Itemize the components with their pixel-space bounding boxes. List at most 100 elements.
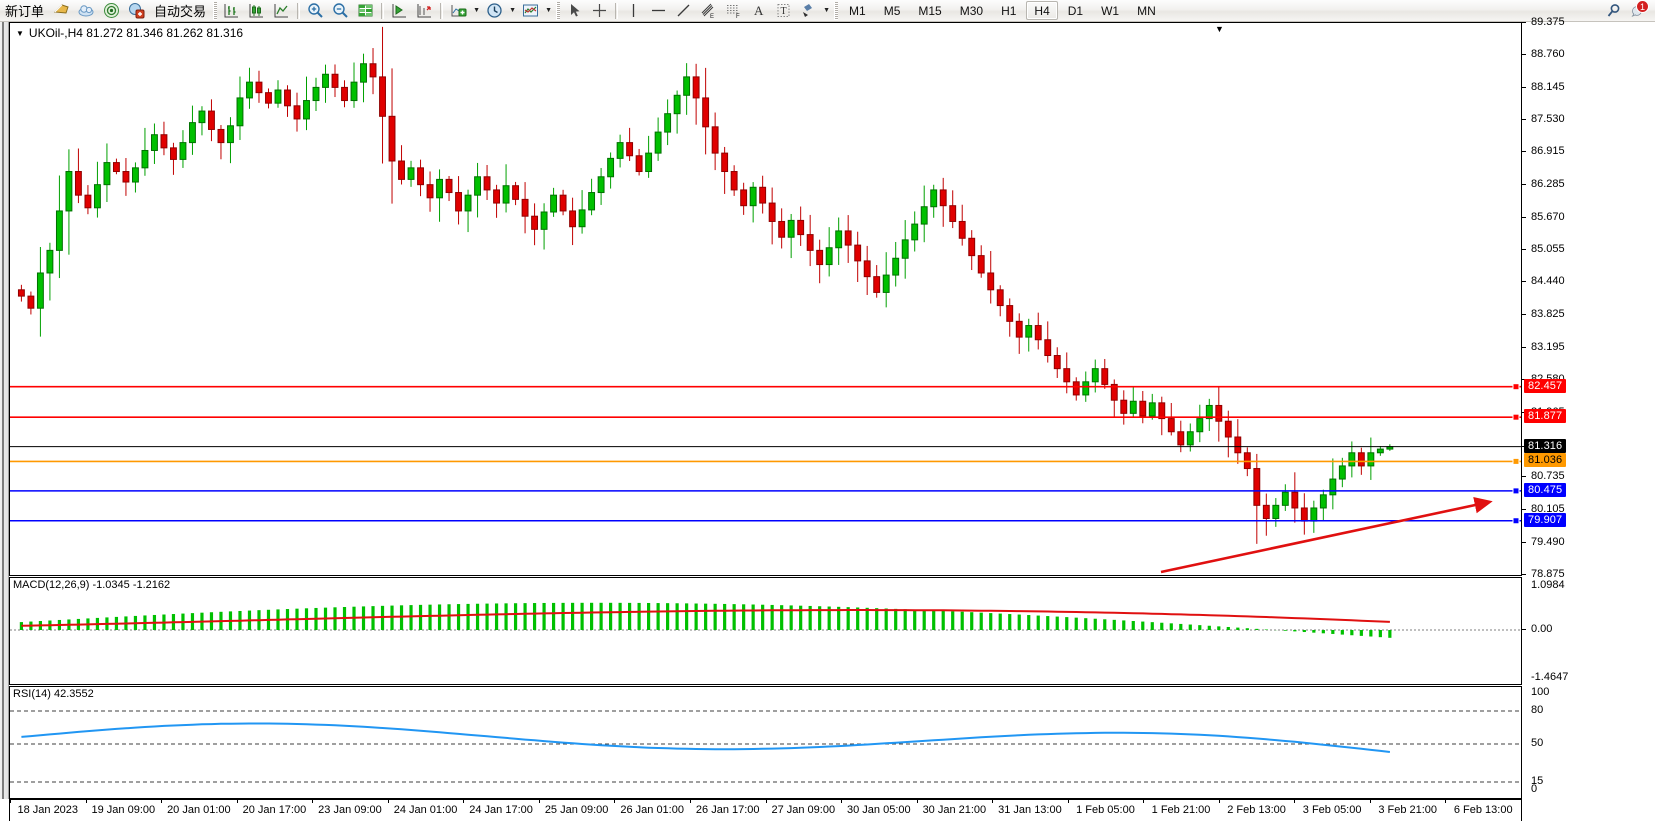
equidistant-channel-icon[interactable]: E (697, 1, 720, 21)
rsi-tick: 15 (1531, 775, 1544, 787)
macd-pane[interactable]: MACD(12,26,9) -1.0345 -1.2162 (9, 577, 1522, 685)
candle-body (179, 142, 187, 160)
level-handle-support-2[interactable] (1512, 517, 1520, 525)
time-tick-mark (765, 799, 767, 803)
macd-tick: 1.0984 (1531, 579, 1565, 591)
price-tick: 80.105 (1522, 503, 1565, 515)
toolbar-grip[interactable] (556, 1, 561, 20)
chart-shift-icon[interactable] (388, 1, 411, 21)
candle-body (312, 86, 320, 102)
time-tick-label: 6 Feb 13:00 (1453, 804, 1513, 816)
periods-icon[interactable] (483, 1, 506, 21)
candle-body (692, 76, 700, 99)
cloud-icon[interactable] (75, 1, 98, 21)
timeframe-d1[interactable]: D1 (1067, 3, 1084, 18)
candle-body (189, 122, 196, 144)
rsi-indicator-label: RSI(14) 42.3552 (13, 688, 94, 700)
price-label-support-1[interactable]: 80.475 (1524, 482, 1567, 497)
cursor-icon[interactable] (563, 1, 586, 21)
chart-menu-caret-icon[interactable]: ▼ (16, 28, 24, 38)
zoom-out-icon[interactable] (329, 1, 352, 21)
candle-body (236, 97, 244, 127)
crosshair-icon[interactable] (588, 1, 611, 21)
indicators-icon[interactable] (447, 1, 470, 21)
timeframe-m30[interactable]: M30 (959, 3, 984, 18)
templates-dropdown-arrow[interactable]: ▼ (545, 7, 552, 14)
fibonacci-icon[interactable]: F (722, 1, 745, 21)
candle-body (1319, 494, 1327, 509)
time-tick-mark (463, 799, 465, 803)
candle-body (806, 234, 814, 251)
timeframe-h4[interactable]: H4 (1026, 1, 1058, 20)
bar-chart-icon[interactable] (220, 1, 243, 21)
candle-body (36, 272, 44, 309)
templates-icon[interactable] (519, 1, 542, 21)
level-handle-entry-level[interactable] (1512, 457, 1520, 465)
trend-line-icon[interactable] (672, 1, 695, 21)
price-label-resistance-2[interactable]: 82.457 (1524, 378, 1567, 393)
level-handle-support-1[interactable] (1512, 487, 1520, 495)
auto-scroll-icon[interactable] (413, 1, 436, 21)
candle-body (1053, 355, 1061, 370)
autotrading-button[interactable]: 自动交易 (154, 4, 207, 19)
alerts-icon[interactable]: 1 (1628, 0, 1649, 20)
data-window-icon[interactable] (354, 1, 377, 21)
search-icon[interactable] (1602, 1, 1626, 21)
toolbar-separator (297, 2, 301, 19)
shapes-dropdown-arrow[interactable]: ▼ (823, 7, 830, 14)
price-label-resistance-1[interactable]: 81.877 (1524, 409, 1567, 424)
time-axis[interactable]: 18 Jan 2023 19 Jan 09:00 20 Jan 01:00 20 Ja… (9, 799, 1522, 821)
price-label-support-2[interactable]: 79.907 (1524, 512, 1567, 527)
candle-body (198, 110, 206, 124)
toolbar-grip[interactable] (213, 1, 218, 20)
expert-advisor-icon[interactable] (125, 1, 148, 21)
line-chart-icon[interactable] (270, 1, 293, 21)
text-label-icon[interactable]: T (772, 1, 795, 21)
new-order-icon[interactable] (50, 1, 73, 21)
timeframe-w1[interactable]: W1 (1101, 3, 1120, 18)
zoom-in-icon[interactable] (304, 1, 327, 21)
horizontal-line-icon[interactable] (647, 1, 670, 21)
new-order-button[interactable]: 新订单 (5, 4, 45, 19)
price-tick: 80.735 (1522, 470, 1565, 482)
vertical-line-icon[interactable] (622, 1, 645, 21)
price-pane[interactable]: ▼ UKOil-,H4 81.272 81.346 81.262 81.316 (9, 22, 1522, 576)
timeframe-m1[interactable]: M1 (849, 3, 866, 18)
level-handle-resistance-2[interactable] (1512, 383, 1520, 391)
time-tick-mark (1143, 799, 1145, 803)
candle-body (17, 289, 25, 297)
candle-body (426, 184, 434, 199)
signals-icon[interactable] (100, 1, 123, 21)
candle-body (635, 155, 643, 173)
price-label-current-price[interactable]: 81.316 (1524, 438, 1567, 453)
timeframe-h1[interactable]: H1 (1001, 3, 1017, 18)
candle-body (227, 125, 234, 144)
candle-body (1063, 368, 1071, 383)
price-axis[interactable]: 89.375 88.760 88.145 87.530 86.915 86.285 85.6… (1522, 16, 1655, 580)
candlestick-chart-icon[interactable] (245, 1, 268, 21)
candle-body (968, 237, 976, 257)
candle-body (1015, 320, 1023, 338)
level-handle-resistance-1[interactable] (1512, 413, 1520, 421)
price-chart-canvas[interactable] (10, 23, 1521, 575)
candle-body (1310, 507, 1318, 522)
rsi-pane[interactable]: RSI(14) 42.3552 (9, 686, 1522, 799)
chevron-down-icon[interactable]: ▼ (1215, 24, 1224, 34)
candle-body (1253, 468, 1261, 506)
toolbar-grip[interactable] (834, 1, 839, 20)
price-tick: 85.670 (1522, 211, 1565, 223)
time-tick-label: 23 Jan 09:00 (318, 804, 382, 816)
indicators-dropdown-arrow[interactable]: ▼ (473, 7, 480, 14)
price-label-entry-level[interactable]: 81.036 (1524, 453, 1567, 468)
timeframe-mn[interactable]: MN (1137, 3, 1156, 18)
candle-body (540, 211, 548, 230)
timeframe-m15[interactable]: M15 (918, 3, 942, 18)
periods-dropdown-arrow[interactable]: ▼ (509, 7, 516, 14)
timeframe-m5[interactable]: M5 (883, 3, 901, 18)
candle-body (436, 178, 443, 199)
text-icon[interactable]: A (747, 1, 770, 21)
vertical-scroll-strip[interactable] (0, 22, 9, 799)
candle-body (93, 184, 101, 209)
shapes-icon[interactable] (797, 1, 820, 21)
time-tick-label: 1 Feb 21:00 (1151, 804, 1211, 816)
